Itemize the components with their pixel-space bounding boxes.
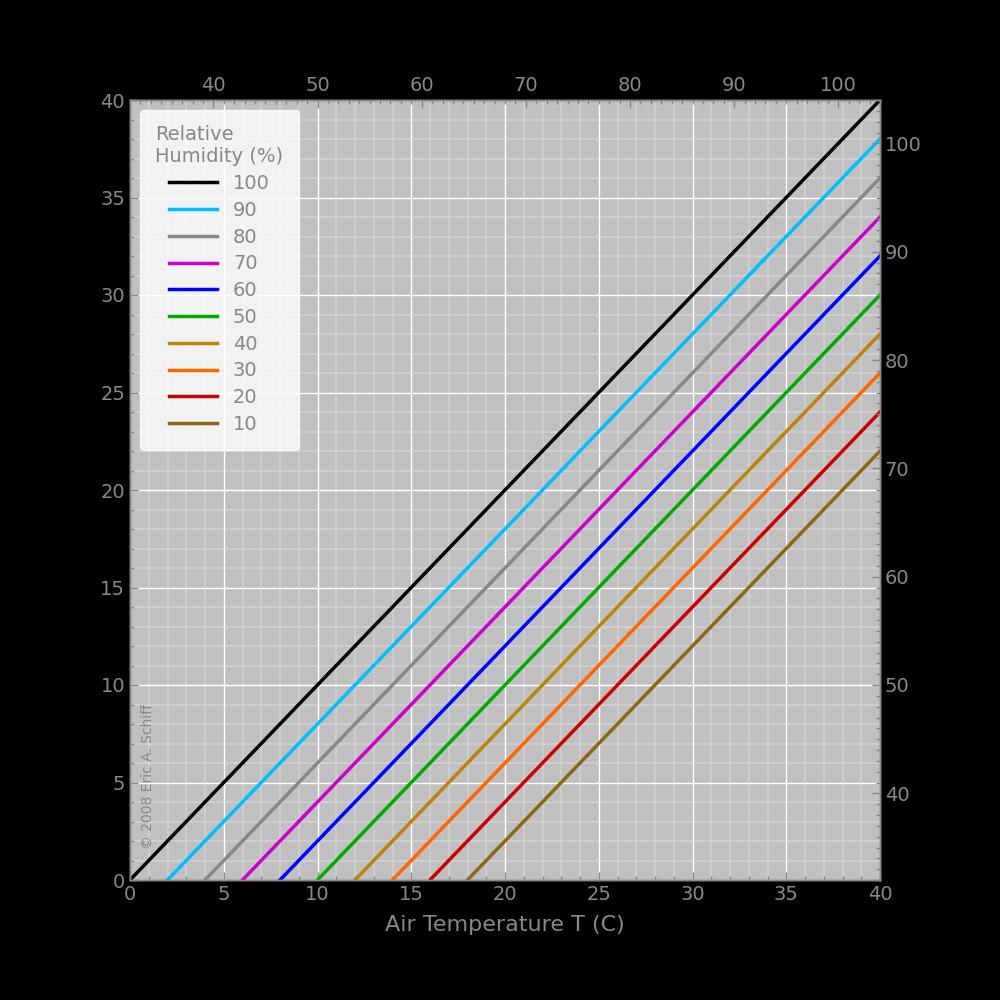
90 xyxy=(213,821,225,833)
70 xyxy=(282,827,294,839)
70 xyxy=(560,538,572,550)
10 xyxy=(691,636,703,648)
20 xyxy=(700,587,712,599)
40 xyxy=(659,552,671,564)
20 xyxy=(803,479,815,491)
60 xyxy=(874,250,886,262)
10 xyxy=(719,606,731,618)
30 xyxy=(444,814,456,826)
20 xyxy=(692,595,704,607)
30 xyxy=(821,422,833,434)
50 xyxy=(593,581,605,593)
40 xyxy=(866,336,878,348)
Line: 100: 100 xyxy=(130,100,880,880)
X-axis label: Air Temperature T (C): Air Temperature T (C) xyxy=(385,915,625,935)
70 xyxy=(369,736,381,748)
100 xyxy=(739,235,751,247)
80 xyxy=(274,796,286,808)
30 xyxy=(874,367,886,379)
20 xyxy=(874,406,886,418)
Line: 20: 20 xyxy=(431,412,880,879)
70 xyxy=(504,596,516,608)
90 xyxy=(594,424,606,436)
80 xyxy=(863,183,875,195)
40 xyxy=(629,583,641,595)
60 xyxy=(652,481,664,493)
30 xyxy=(519,736,531,748)
70 xyxy=(712,380,724,392)
90 xyxy=(874,133,886,145)
10 xyxy=(874,445,886,457)
100 xyxy=(570,410,582,422)
50 xyxy=(450,730,462,742)
50 xyxy=(851,312,863,324)
100 xyxy=(874,94,886,106)
60 xyxy=(470,670,482,682)
50 xyxy=(312,874,324,886)
10 xyxy=(558,773,570,785)
60 xyxy=(512,627,524,639)
20 xyxy=(691,597,703,609)
60 xyxy=(710,420,722,432)
70 xyxy=(874,211,886,223)
50 xyxy=(649,523,661,535)
30 xyxy=(482,775,494,787)
Line: 60: 60 xyxy=(280,256,880,880)
90 xyxy=(653,363,665,375)
50 xyxy=(492,686,504,698)
Text: © 2008 Eric A. Schiff: © 2008 Eric A. Schiff xyxy=(141,704,155,849)
100 xyxy=(485,499,497,511)
20 xyxy=(832,450,844,462)
60 xyxy=(346,799,358,811)
Legend: 100, 90, 80, 70, 60, 50, 40, 30, 20, 10: 100, 90, 80, 70, 60, 50, 40, 30, 20, 10 xyxy=(140,110,299,450)
10 xyxy=(709,617,721,629)
10 xyxy=(749,575,761,587)
Line: 80: 80 xyxy=(205,178,880,880)
90 xyxy=(162,874,174,886)
100 xyxy=(124,874,136,886)
Line: 90: 90 xyxy=(168,139,880,880)
50 xyxy=(874,289,886,301)
80 xyxy=(874,172,886,184)
20 xyxy=(426,872,438,884)
80 xyxy=(579,478,591,490)
100 xyxy=(530,452,542,464)
100 xyxy=(856,113,868,125)
Line: 40: 40 xyxy=(355,334,880,880)
60 xyxy=(274,874,286,886)
50 xyxy=(504,674,516,686)
70 xyxy=(237,874,249,886)
Line: 10: 10 xyxy=(468,451,880,879)
40 xyxy=(874,328,886,340)
80 xyxy=(199,874,211,886)
90 xyxy=(677,338,689,350)
80 xyxy=(312,757,324,769)
60 xyxy=(707,424,719,436)
100 xyxy=(480,504,492,516)
90 xyxy=(781,230,793,242)
40 xyxy=(851,351,863,363)
10 xyxy=(600,729,612,741)
40 xyxy=(349,874,361,886)
90 xyxy=(163,872,175,884)
30 xyxy=(387,873,399,885)
80 xyxy=(845,202,857,214)
Line: 30: 30 xyxy=(393,373,880,879)
Line: 50: 50 xyxy=(318,295,880,880)
Line: 70: 70 xyxy=(243,217,880,880)
30 xyxy=(485,772,497,784)
20 xyxy=(425,873,437,885)
30 xyxy=(811,433,823,445)
80 xyxy=(688,366,700,378)
70 xyxy=(306,802,318,814)
40 xyxy=(489,728,501,740)
40 xyxy=(591,622,603,634)
10 xyxy=(462,873,474,885)
